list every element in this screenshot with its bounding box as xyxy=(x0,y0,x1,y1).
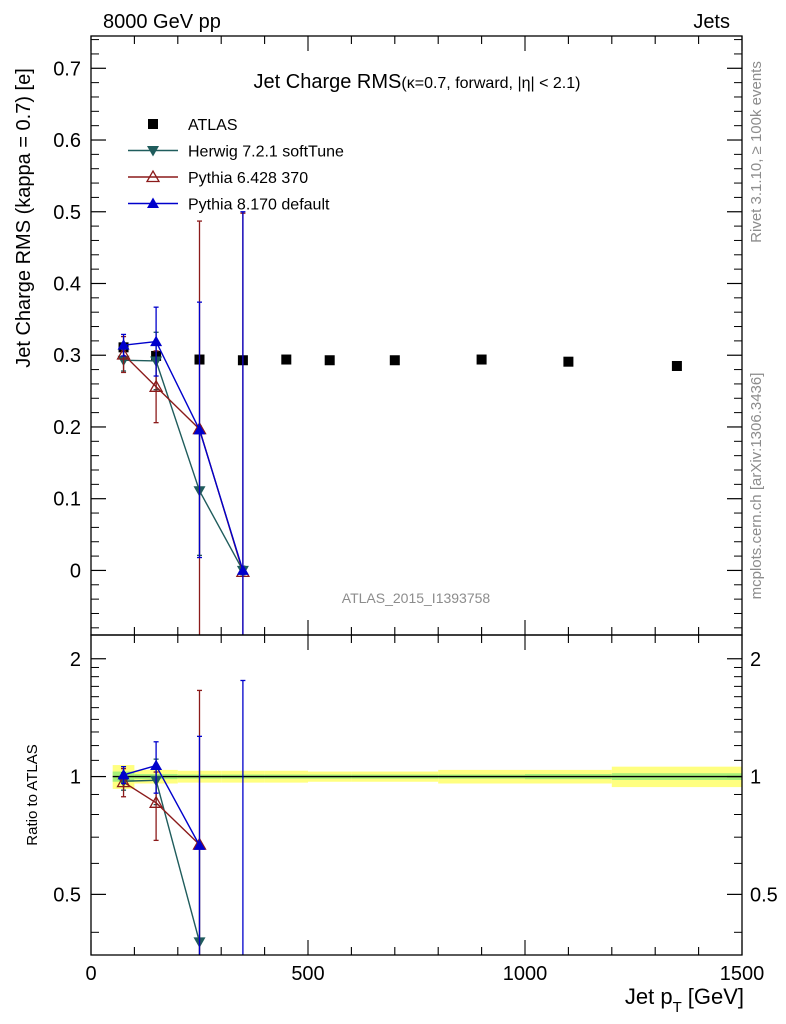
ratio-y-tick-label-right: 2 xyxy=(750,649,761,671)
series-line-segment xyxy=(155,341,201,431)
data-point xyxy=(116,347,131,360)
top-panel: 0 0.1 0.2 0.3 0.4 0.5 0.6 0.7 ATLAS_2015_I13937… xyxy=(13,35,743,636)
data-point xyxy=(236,564,249,575)
data-point xyxy=(193,423,206,435)
series-3 xyxy=(117,211,249,635)
data-point xyxy=(389,355,400,366)
legend-label: Herwig 7.2.1 softTune xyxy=(188,144,344,161)
chart-title-main: Jet Charge RMS xyxy=(254,71,402,93)
x-tick-label: 0 xyxy=(85,963,96,985)
ratio-y-tick-label-right: 1 xyxy=(750,767,761,789)
legend-item-2: Pythia 6.428 370 xyxy=(128,169,308,187)
ratio-line-segment xyxy=(123,779,157,782)
legend-marker xyxy=(145,169,161,183)
data-point xyxy=(476,354,487,365)
ratio-point xyxy=(193,839,206,850)
x-axis-label-sub: T xyxy=(673,999,682,1016)
ratio-panel: 0.5 0.5 1 1 2 2 0 500 1000 1500 Ratio to ATLAS Je… xyxy=(24,634,778,1016)
y-tick-label: 0 xyxy=(70,560,81,582)
y-tick-label: 0.7 xyxy=(53,58,81,80)
ratio-series-2 xyxy=(117,735,206,955)
analysis-watermark: ATLAS_2015_I1393758 xyxy=(342,590,491,606)
legend-marker xyxy=(147,197,159,208)
x-tick-label: 500 xyxy=(291,963,324,985)
ratio-point xyxy=(117,768,130,780)
series-line-segment xyxy=(123,359,157,362)
ratio-extra-error xyxy=(240,679,246,955)
ratio-y-tick-label: 2 xyxy=(70,649,81,671)
ratio-y-tick-label: 1 xyxy=(70,767,81,789)
y-tick-label: 0.1 xyxy=(53,489,81,511)
chart-title: Jet Charge RMS(κ=0.7, forward, |η| < 2.1… xyxy=(254,71,581,93)
legend-item-3: Pythia 8.170 default xyxy=(128,197,330,214)
series-line-segment xyxy=(198,429,244,571)
rivet-version-label: Rivet 3.1.10, ≥ 100k events xyxy=(748,61,765,243)
x-axis-label: Jet pT [GeV] xyxy=(625,984,744,1016)
y-tick-label: 0.3 xyxy=(53,345,81,367)
series-line-segment xyxy=(198,490,244,571)
legend: ATLAS Herwig 7.2.1 softTune Pythia 6.428 3… xyxy=(128,117,344,214)
x-axis-label-unit: [GeV] xyxy=(688,984,744,1009)
ratio-point xyxy=(116,774,131,788)
legend-marker xyxy=(148,119,158,129)
series-line-segment xyxy=(155,360,201,492)
ratio-line-segment xyxy=(123,764,157,776)
legend-item-0: ATLAS xyxy=(148,117,238,134)
series-0 xyxy=(118,342,682,371)
ratio-point xyxy=(150,759,163,771)
x-tick-label: 1000 xyxy=(503,963,548,985)
data-point xyxy=(150,335,163,347)
legend-item-1: Herwig 7.2.1 softTune xyxy=(128,144,344,161)
header-right-label: Jets xyxy=(693,11,730,33)
legend-label: ATLAS xyxy=(188,117,238,134)
ratio-panel-frame xyxy=(90,634,743,956)
data-point xyxy=(148,379,164,392)
legend-label: Pythia 6.428 370 xyxy=(188,170,308,187)
data-point xyxy=(281,354,292,365)
y-tick-label: 0.5 xyxy=(53,202,81,224)
ratio-line-segment xyxy=(155,802,200,846)
ratio-point xyxy=(148,795,164,808)
legend-marker xyxy=(147,146,159,157)
top-y-axis-label: Jet Charge RMS (kappa = 0.7) [e] xyxy=(13,68,35,368)
legend-label: Pythia 8.170 default xyxy=(188,197,330,214)
data-point xyxy=(563,356,574,367)
series-line-segment xyxy=(123,340,157,346)
y-tick-label: 0.2 xyxy=(53,417,81,439)
x-axis-label-main: Jet p xyxy=(625,984,673,1009)
data-point xyxy=(671,360,682,371)
y-tick-label: 0.4 xyxy=(53,273,81,295)
header-left-label: 8000 GeV pp xyxy=(103,11,221,33)
x-tick-label: 1500 xyxy=(720,963,765,985)
ratio-y-tick-label: 0.5 xyxy=(53,884,81,906)
ratio-line-segment xyxy=(155,780,201,943)
data-point xyxy=(324,355,335,366)
ratio-line-segment xyxy=(155,765,201,846)
ratio-y-axis-label: Ratio to ATLAS xyxy=(24,744,41,845)
ratio-y-tick-label-right: 0.5 xyxy=(750,884,778,906)
y-tick-label: 0.6 xyxy=(53,130,81,152)
mcplots-reference-label: mcplots.cern.ch [arXiv:1306.3436] xyxy=(748,373,765,600)
chart-title-sub: (κ=0.7, forward, |η| < 2.1) xyxy=(401,75,580,92)
ratio-error-bar xyxy=(240,679,246,955)
data-point xyxy=(117,339,130,350)
series-2 xyxy=(116,212,251,635)
series-line-segment xyxy=(155,386,200,430)
series-line-segment xyxy=(123,354,157,388)
